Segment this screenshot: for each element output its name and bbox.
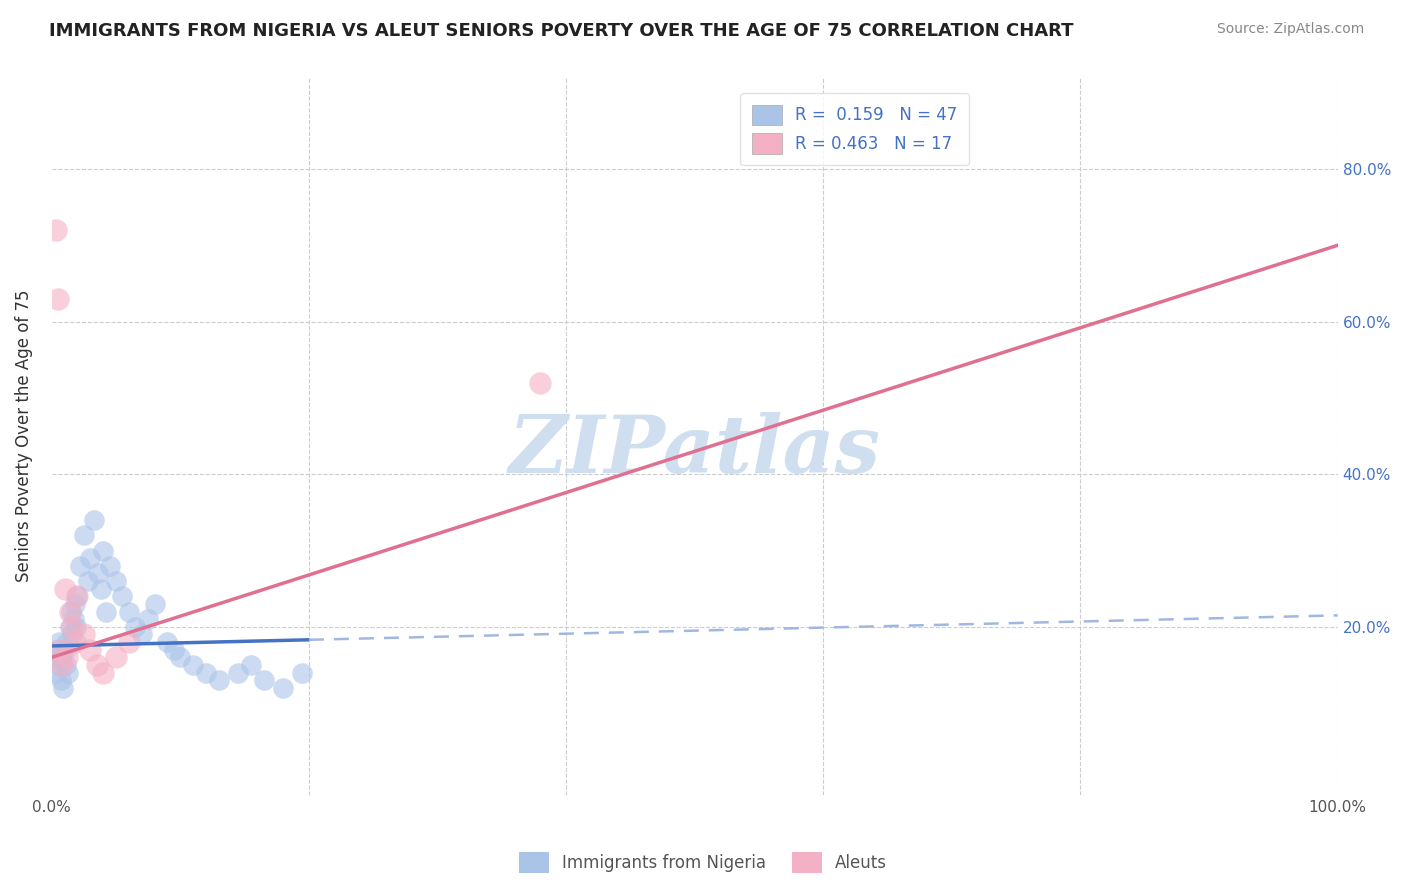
Point [90, 582, 112, 596]
Point [63, 597, 86, 611]
Point [59, 605, 82, 619]
Point [45, 665, 67, 680]
Point [79, 551, 101, 566]
Point [46, 657, 69, 672]
Point [91, 665, 114, 680]
Point [59, 620, 82, 634]
Point [118, 635, 141, 649]
Point [156, 635, 179, 649]
Point [44, 650, 66, 665]
Point [60, 605, 83, 619]
Point [51, 650, 73, 665]
Point [69, 558, 91, 573]
Point [52, 681, 75, 695]
Point [48, 642, 70, 657]
Point [53, 642, 76, 657]
Point [105, 574, 128, 588]
Point [76, 574, 98, 588]
Point [105, 650, 128, 665]
Point [60, 627, 83, 641]
Point [45, 642, 67, 657]
Point [253, 673, 276, 688]
Point [181, 657, 204, 672]
Point [98, 558, 121, 573]
Point [208, 673, 231, 688]
Point [65, 620, 87, 634]
Point [48, 635, 70, 649]
Point [94, 605, 117, 619]
Point [56, 635, 79, 649]
Point [240, 657, 263, 672]
Point [131, 627, 153, 641]
Point [53, 582, 76, 596]
Legend: R =  0.159   N = 47, R = 0.463   N = 17: R = 0.159 N = 47, R = 0.463 N = 17 [741, 93, 969, 165]
Y-axis label: Seniors Poverty Over the Age of 75: Seniors Poverty Over the Age of 75 [15, 290, 32, 582]
Point [56, 650, 79, 665]
Point [169, 650, 191, 665]
Point [136, 612, 159, 626]
Point [529, 376, 551, 390]
Point [66, 590, 89, 604]
Point [55, 657, 77, 672]
Point [58, 665, 80, 680]
Point [73, 627, 96, 641]
Point [118, 605, 141, 619]
Point [291, 665, 314, 680]
Point [46, 292, 69, 306]
Point [111, 590, 134, 604]
Point [49, 673, 72, 688]
Point [86, 657, 108, 672]
Point [62, 612, 84, 626]
Point [91, 543, 114, 558]
Point [66, 590, 89, 604]
Point [87, 566, 110, 581]
Point [60, 620, 83, 634]
Point [63, 635, 86, 649]
Point [124, 620, 146, 634]
Point [163, 642, 186, 657]
Legend: Immigrants from Nigeria, Aleuts: Immigrants from Nigeria, Aleuts [513, 846, 893, 880]
Point [51, 657, 73, 672]
Text: Source: ZipAtlas.com: Source: ZipAtlas.com [1216, 22, 1364, 37]
Point [79, 642, 101, 657]
Point [226, 665, 249, 680]
Point [271, 681, 294, 695]
Text: IMMIGRANTS FROM NIGERIA VS ALEUT SENIORS POVERTY OVER THE AGE OF 75 CORRELATION : IMMIGRANTS FROM NIGERIA VS ALEUT SENIORS… [49, 22, 1074, 40]
Point [143, 597, 166, 611]
Point [83, 513, 105, 527]
Point [195, 665, 218, 680]
Text: ZIPatlas: ZIPatlas [509, 412, 880, 489]
Point [45, 223, 67, 237]
Point [73, 528, 96, 542]
